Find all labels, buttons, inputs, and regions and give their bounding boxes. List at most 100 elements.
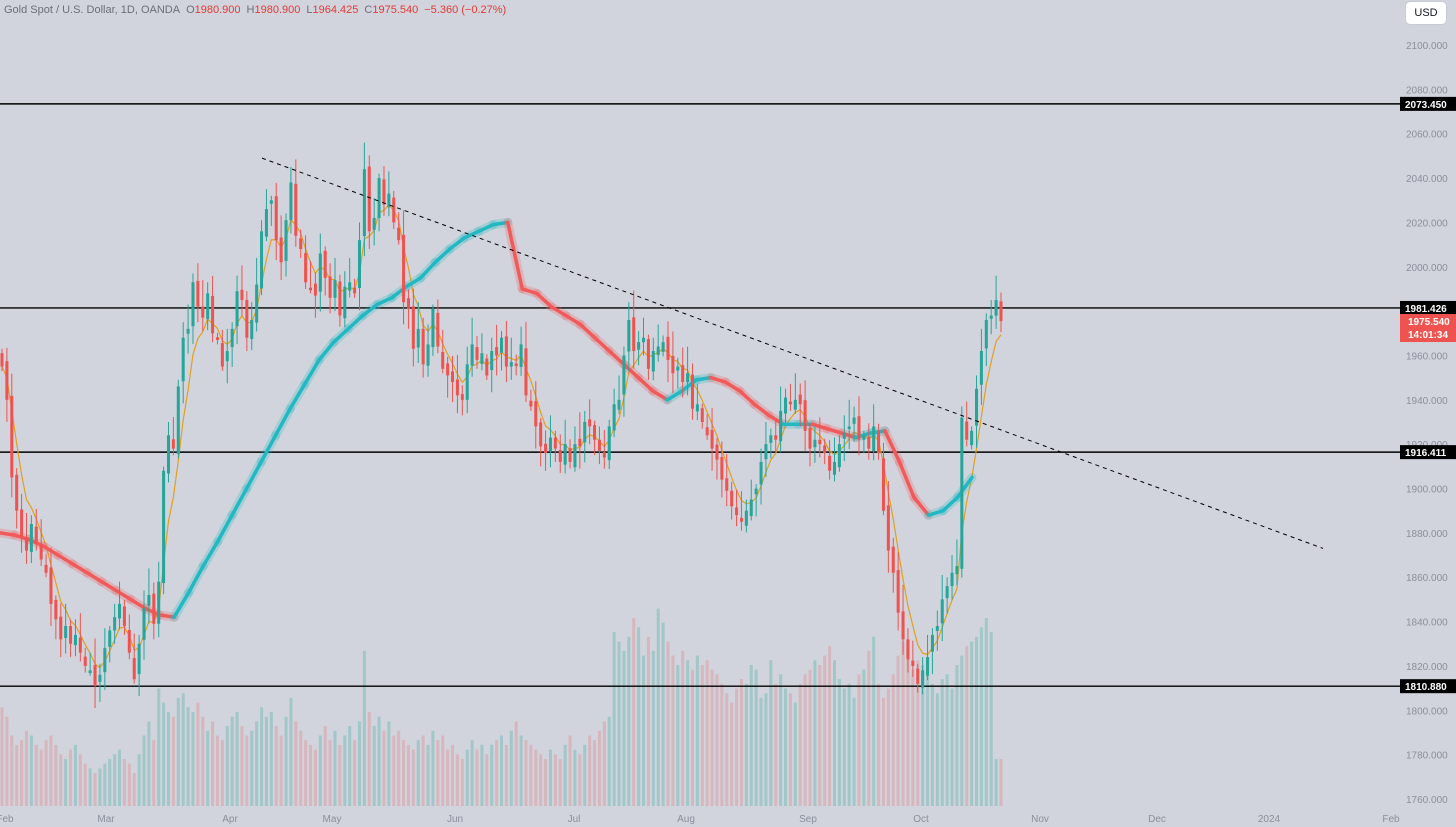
candle-body	[201, 306, 205, 318]
volume-bar	[607, 716, 611, 806]
candle-body	[426, 344, 430, 366]
candle-body	[421, 328, 425, 365]
volume-bar	[935, 693, 939, 806]
volume-bar	[191, 712, 195, 806]
volume-bar	[534, 749, 538, 806]
candle-body	[627, 319, 631, 352]
volume-bar	[211, 721, 215, 806]
volume-bar	[593, 740, 597, 806]
volume-bar	[979, 627, 983, 806]
time-axis[interactable]: Feb Mar Apr May Jun Jul Aug Sep Oct Nov Dec 2024 Feb	[0, 814, 1400, 825]
candle-body	[34, 526, 38, 542]
candle-body	[774, 435, 778, 440]
candle-body	[382, 179, 386, 205]
long-ma-segment	[607, 349, 626, 367]
volume-bar	[78, 754, 82, 806]
candle-body	[788, 401, 792, 405]
candle-body	[451, 371, 455, 383]
candle-body	[558, 449, 562, 462]
volume-bar	[362, 650, 366, 806]
candle-body	[162, 470, 166, 584]
high-key: H	[246, 4, 255, 16]
price-tags: 2073.450 1981.426 1916.411 1810.880 1975.540…	[1400, 96, 1456, 694]
symbol-title[interactable]: Gold Spot / U.S. Dollar, 1D, OANDA	[4, 4, 181, 16]
long-ma-segment	[955, 475, 974, 500]
volume-bar	[764, 693, 768, 806]
candle-body	[970, 430, 974, 446]
candle-body	[808, 428, 812, 449]
volume-bar	[245, 735, 249, 806]
volume-bar	[637, 627, 641, 806]
candle-body	[911, 660, 915, 666]
volume-bar	[632, 618, 636, 806]
candle-body	[921, 670, 925, 688]
trendline-line[interactable]	[261, 157, 1324, 549]
candle-body	[353, 287, 357, 294]
x-tick-label: Jul	[568, 814, 581, 825]
volume-bar	[857, 674, 861, 806]
volume-bar	[588, 735, 592, 806]
volume-bar	[548, 749, 552, 806]
candle-body	[563, 444, 567, 465]
candle-body	[735, 507, 739, 516]
volume-bar	[837, 679, 841, 806]
candle-body	[93, 665, 97, 686]
volume-bar	[64, 759, 68, 806]
y-tick-label: 1960.000	[1406, 351, 1448, 362]
volume-bar	[176, 697, 180, 806]
long-ma-segment	[230, 486, 249, 517]
candle-body	[279, 237, 283, 263]
candle-body	[304, 253, 308, 283]
candle-body	[416, 328, 420, 348]
volume-bar	[162, 702, 166, 806]
volume-bar	[720, 683, 724, 806]
volume-bar	[269, 712, 273, 806]
volume-bar	[529, 744, 533, 806]
volume-bar	[230, 716, 234, 806]
candle-body	[916, 668, 920, 684]
volume-bar	[294, 721, 298, 806]
candle-body	[617, 399, 621, 410]
candle-body	[754, 488, 758, 495]
y-tick-label: 2060.000	[1406, 130, 1448, 141]
candle-body	[274, 196, 278, 241]
candle-body	[367, 166, 371, 232]
candle-body	[59, 616, 63, 640]
volume-bar	[832, 660, 837, 806]
long-ma-segment	[70, 562, 89, 575]
volume-bar	[916, 660, 920, 806]
horizontal-levels	[0, 103, 1400, 687]
volume-bar	[308, 744, 313, 806]
volume-bar	[710, 669, 714, 806]
long-ma-segment	[723, 380, 742, 393]
volume-bar	[284, 716, 288, 806]
candle-body	[0, 353, 4, 367]
volume-bar	[602, 721, 606, 806]
level-tag-label: 1810.880	[1405, 682, 1447, 693]
candle-body	[269, 200, 273, 204]
candle-body	[480, 353, 484, 364]
candle-body	[294, 183, 298, 236]
long-ma-segment	[375, 296, 394, 307]
level-tag-label: 2073.450	[1405, 100, 1447, 111]
currency-button[interactable]: USD	[1406, 2, 1446, 24]
candle-body	[534, 401, 538, 427]
volume-bar	[83, 763, 87, 806]
volume-bar	[44, 740, 48, 806]
candle-body	[877, 430, 881, 454]
volume-bar	[862, 669, 866, 806]
candle-body	[455, 379, 459, 396]
candle-body	[842, 433, 846, 439]
candle-body	[803, 400, 807, 431]
candle-body	[749, 499, 753, 517]
volume-bar	[504, 744, 508, 806]
long-ma-segment	[186, 564, 205, 595]
candle-body	[695, 404, 699, 412]
volume-bar	[906, 650, 910, 806]
candle-body	[166, 435, 171, 474]
candle-body	[255, 284, 259, 323]
long-ma-segment	[360, 302, 379, 318]
candle-body	[720, 457, 724, 480]
candle-body	[544, 443, 548, 454]
